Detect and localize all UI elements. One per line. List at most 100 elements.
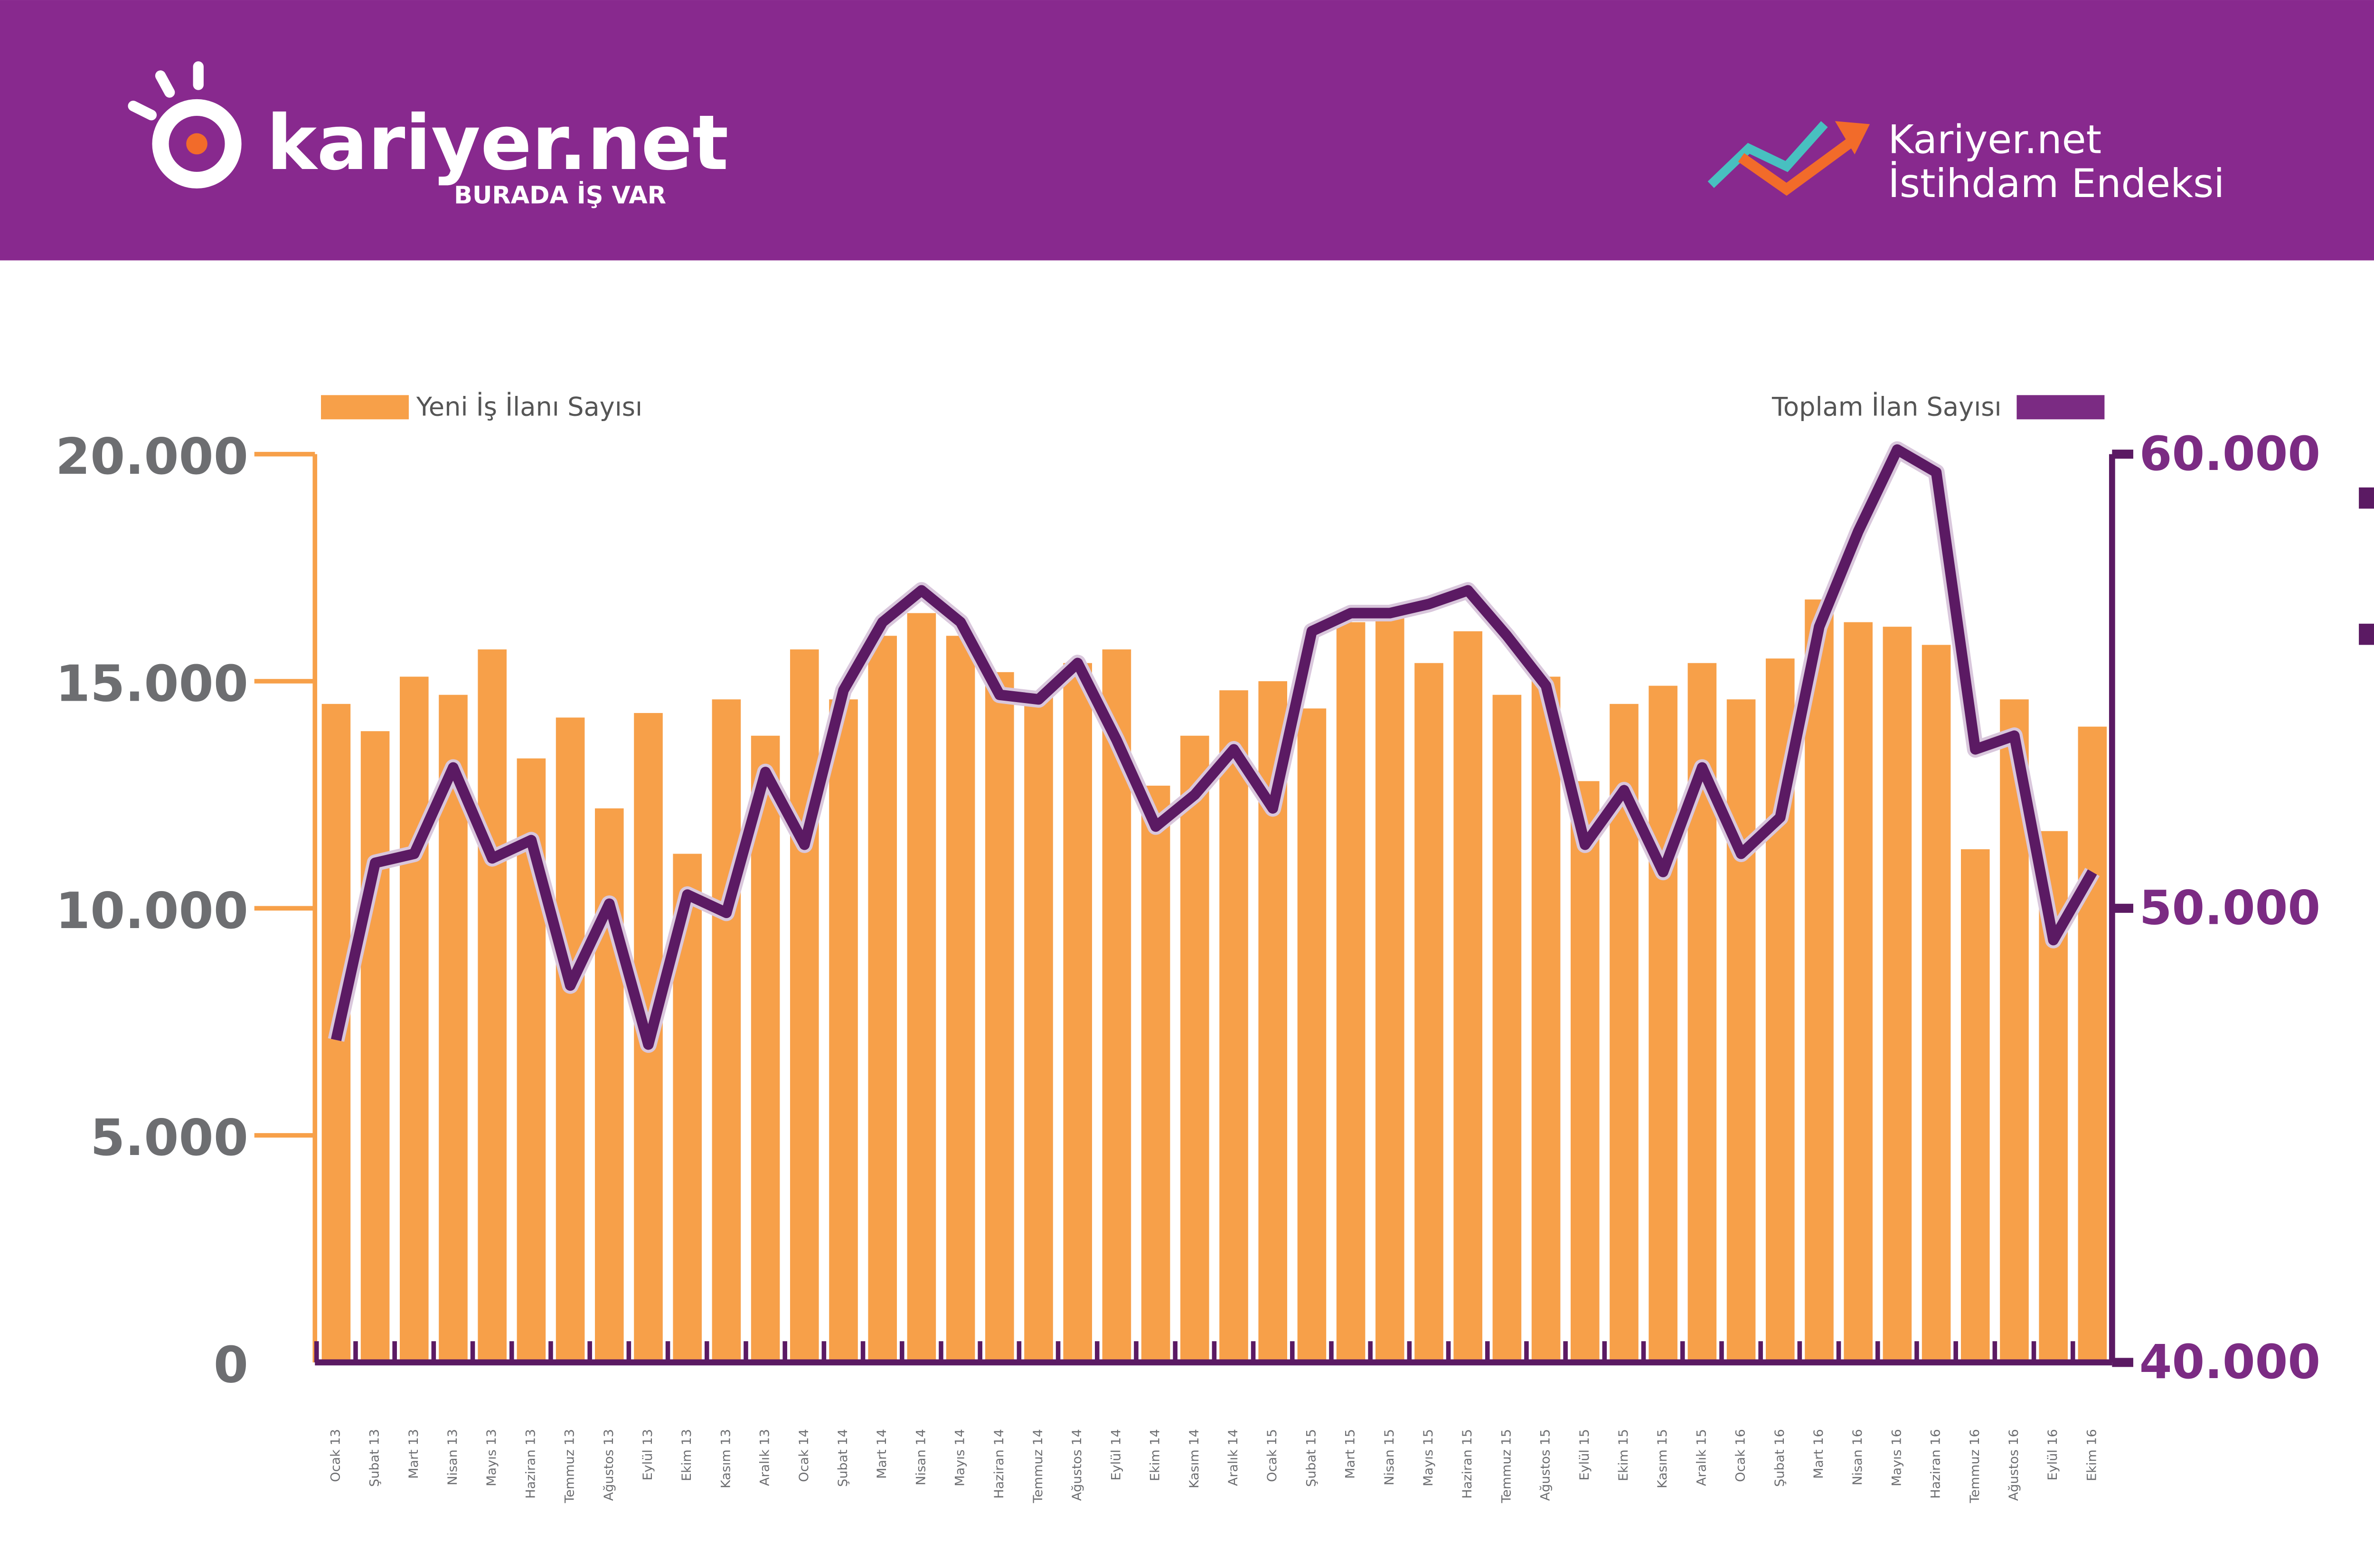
x-tick-label: Haziran 13 — [523, 1429, 538, 1499]
x-tick-label: Nisan 15 — [1382, 1429, 1397, 1485]
logo-arrow — [1738, 135, 1858, 196]
y2-tick-label: 60.000 — [2139, 427, 2320, 481]
x-tick-label: Şubat 15 — [1304, 1429, 1319, 1487]
x-tick-label: Kasım 14 — [1187, 1429, 1202, 1488]
brand-name: kariyer.net — [266, 99, 728, 187]
bar — [1726, 699, 1756, 1362]
x-tick-label: Eylül 15 — [1577, 1429, 1592, 1480]
x-tick-label: Aralık 14 — [1226, 1429, 1241, 1486]
index-title: Kariyer.net — [1888, 117, 2101, 163]
bar — [1297, 708, 1327, 1362]
logo-dot — [186, 133, 207, 155]
x-tick-label: Ekim 16 — [2084, 1429, 2099, 1481]
brand-logo — [128, 61, 242, 189]
decoration — [2359, 623, 2374, 645]
x-tick-label: Eylül 14 — [1109, 1429, 1123, 1480]
x-tick-label: Mayıs 16 — [1889, 1429, 1904, 1486]
bar — [400, 676, 429, 1362]
x-tick-label: Şubat 16 — [1772, 1429, 1787, 1487]
bar — [1844, 622, 1873, 1362]
x-tick-label: Ocak 15 — [1265, 1429, 1280, 1482]
y2-tick-label: 40.000 — [2139, 1335, 2320, 1390]
bar — [946, 636, 975, 1362]
logo-ring — [152, 99, 242, 189]
legend-swatch — [2016, 395, 2105, 420]
bar — [1922, 645, 1951, 1362]
bar — [1883, 627, 1912, 1362]
legend-swatch — [321, 395, 409, 420]
x-tick-label: Kasım 15 — [1655, 1429, 1670, 1488]
x-tick-label: Nisan 14 — [914, 1429, 928, 1485]
x-tick-label: Eylül 13 — [641, 1429, 655, 1480]
bar — [1024, 695, 1053, 1362]
x-tick-label: Mart 15 — [1343, 1429, 1358, 1479]
decoration — [2359, 487, 2374, 509]
line — [331, 444, 2097, 1050]
bar — [1453, 631, 1482, 1362]
brand-slogan: BURADA İŞ VAR — [454, 181, 666, 210]
x-tick-label: Eylül 16 — [2045, 1429, 2060, 1480]
bar — [712, 699, 741, 1362]
x-tick-label: Mart 14 — [875, 1429, 889, 1479]
x-tick-label: Ocak 16 — [1733, 1429, 1748, 1482]
bar — [478, 649, 507, 1362]
x-tick-label: Ağustos 16 — [2007, 1429, 2021, 1501]
y-tick-label: 20.000 — [56, 427, 248, 486]
x-tick-label: Mart 16 — [1811, 1429, 1826, 1479]
bar — [985, 672, 1014, 1362]
bar — [360, 731, 390, 1362]
x-tick-label: Şubat 13 — [367, 1429, 382, 1487]
bar — [1219, 690, 1248, 1362]
header-bar — [0, 0, 2374, 261]
x-tick-label: Nisan 13 — [445, 1429, 460, 1485]
bar — [2078, 726, 2107, 1362]
x-tick-label: Ocak 13 — [328, 1429, 343, 1482]
bar — [595, 808, 624, 1362]
x-tick-label: Ocak 14 — [797, 1429, 811, 1482]
x-tick-label: Nisan 16 — [1850, 1429, 1865, 1485]
bar — [1960, 849, 1990, 1362]
bar — [868, 636, 897, 1362]
index-logo — [1707, 121, 1870, 196]
x-tick-label: Haziran 16 — [1929, 1429, 1943, 1499]
bar — [1531, 676, 1561, 1362]
bar — [1180, 735, 1209, 1362]
x-tick-label: Temmuz 16 — [1968, 1429, 1982, 1503]
x-tick-label: Ağustos 14 — [1070, 1429, 1084, 1501]
legend-label: Yeni İş İlanı Sayısı — [416, 392, 642, 422]
x-tick-label: Ekim 13 — [679, 1429, 694, 1481]
bar — [1805, 599, 1834, 1362]
index-title: İstihdam Endeksi — [1888, 160, 2224, 207]
x-tick-label: Şubat 14 — [836, 1429, 850, 1487]
bar — [1414, 663, 1443, 1362]
logo-arrowhead — [1835, 121, 1870, 155]
y2-tick-label: 50.000 — [2139, 881, 2320, 936]
bar — [1063, 663, 1092, 1362]
bar — [1571, 781, 1600, 1362]
x-tick-label: Aralık 13 — [758, 1429, 772, 1486]
x-tick-label: Ekim 14 — [1148, 1429, 1163, 1481]
x-tick-label: Mayıs 13 — [484, 1429, 499, 1486]
bar — [556, 717, 585, 1362]
x-tick-label: Mart 13 — [406, 1429, 421, 1479]
bar — [1336, 622, 1366, 1362]
x-tick-label: Mayıs 14 — [953, 1429, 968, 1486]
bar — [829, 699, 858, 1362]
x-tick-label: Ekim 15 — [1616, 1429, 1631, 1481]
bar — [1375, 618, 1404, 1362]
bar — [751, 735, 780, 1362]
legend-label: Toplam İlan Sayısı — [1771, 392, 2002, 422]
x-tick-label: Ağustos 15 — [1538, 1429, 1553, 1501]
x-tick-label: Temmuz 13 — [563, 1429, 577, 1503]
x-tick-label: Temmuz 15 — [1499, 1429, 1514, 1503]
bar — [790, 649, 819, 1362]
bar — [1141, 786, 1170, 1362]
x-tick-label: Mayıs 15 — [1421, 1429, 1436, 1486]
y-tick-label: 0 — [214, 1335, 248, 1394]
logo-arrow — [1707, 121, 1828, 188]
bar — [1649, 685, 1677, 1362]
x-tick-label: Kasım 13 — [718, 1429, 733, 1488]
bar — [907, 613, 936, 1362]
